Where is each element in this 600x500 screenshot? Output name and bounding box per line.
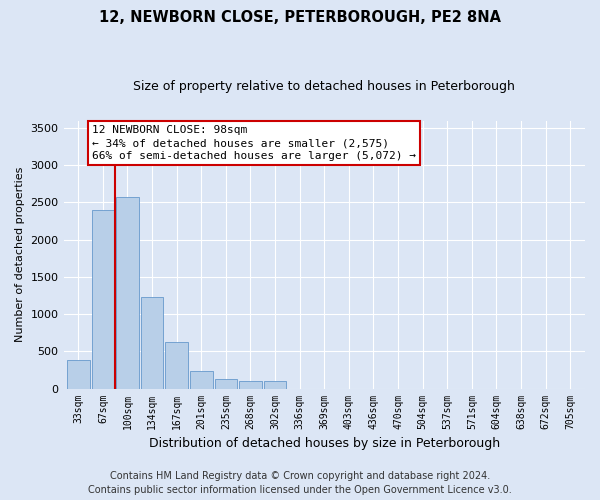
Bar bbox=[215, 379, 237, 388]
Bar bbox=[141, 297, 163, 388]
Bar bbox=[92, 210, 114, 388]
Y-axis label: Number of detached properties: Number of detached properties bbox=[15, 167, 25, 342]
Text: 12, NEWBORN CLOSE, PETERBOROUGH, PE2 8NA: 12, NEWBORN CLOSE, PETERBOROUGH, PE2 8NA bbox=[99, 10, 501, 25]
X-axis label: Distribution of detached houses by size in Peterborough: Distribution of detached houses by size … bbox=[149, 437, 500, 450]
Bar bbox=[166, 342, 188, 388]
Bar bbox=[67, 360, 89, 388]
Title: Size of property relative to detached houses in Peterborough: Size of property relative to detached ho… bbox=[133, 80, 515, 93]
Bar bbox=[116, 197, 139, 388]
Bar bbox=[239, 381, 262, 388]
Bar bbox=[190, 370, 212, 388]
Text: 12 NEWBORN CLOSE: 98sqm
← 34% of detached houses are smaller (2,575)
66% of semi: 12 NEWBORN CLOSE: 98sqm ← 34% of detache… bbox=[92, 125, 416, 162]
Bar bbox=[264, 381, 286, 388]
Text: Contains HM Land Registry data © Crown copyright and database right 2024.
Contai: Contains HM Land Registry data © Crown c… bbox=[88, 471, 512, 495]
